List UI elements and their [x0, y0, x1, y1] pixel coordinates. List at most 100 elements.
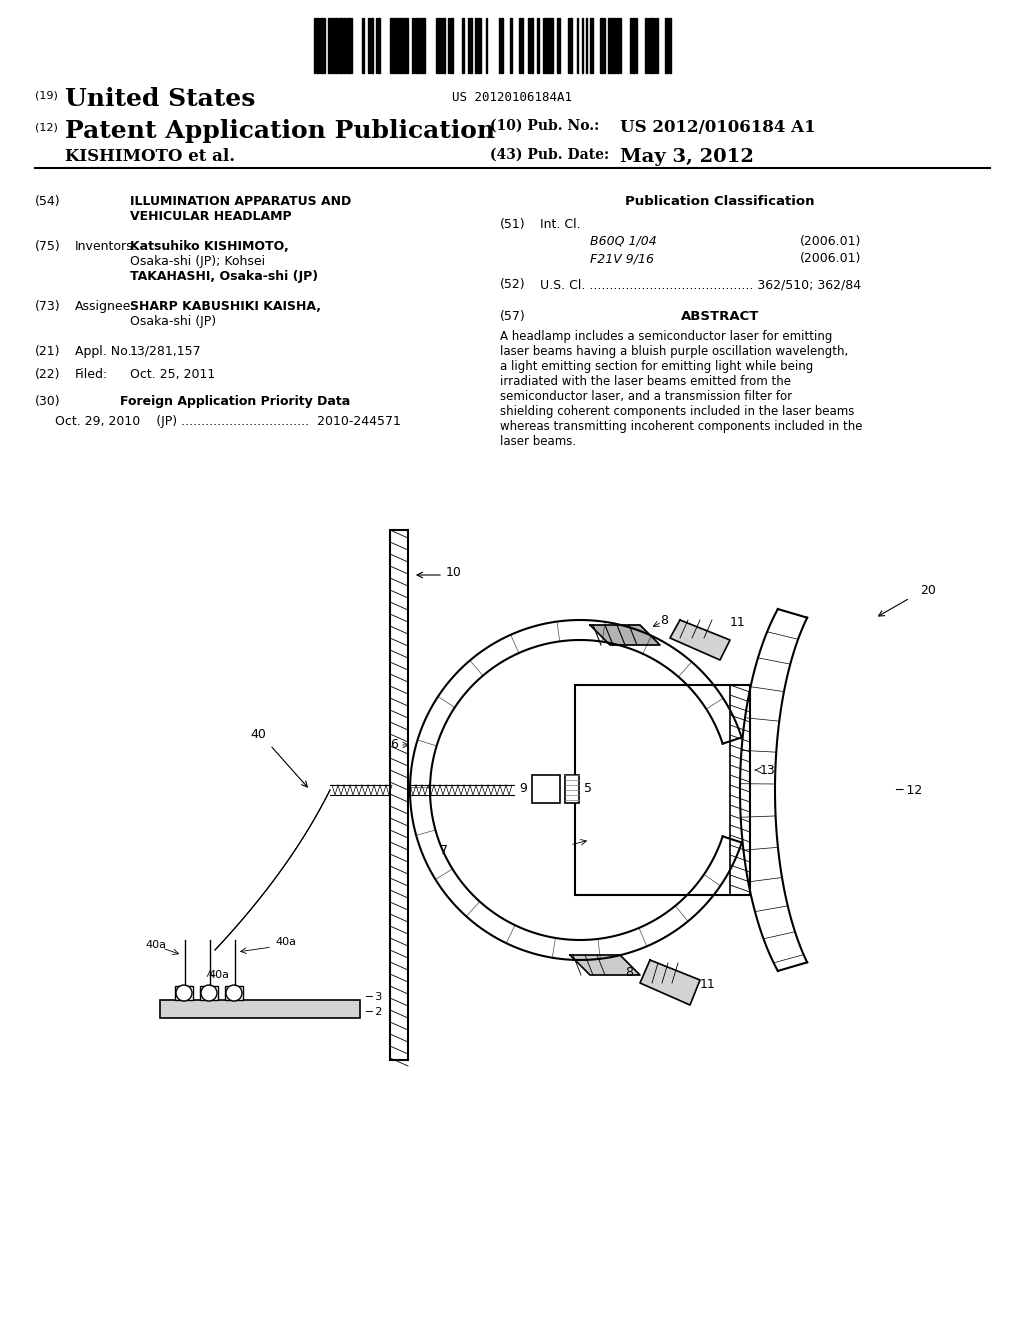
Text: Appl. No.:: Appl. No.:: [75, 345, 136, 358]
Text: US 2012/0106184 A1: US 2012/0106184 A1: [620, 119, 816, 136]
Bar: [478, 18, 481, 73]
Bar: [557, 18, 560, 73]
Text: shielding coherent components included in the laser beams: shielding coherent components included i…: [500, 405, 854, 418]
Text: TAKAHASHI, Osaka-shi (JP): TAKAHASHI, Osaka-shi (JP): [130, 271, 318, 282]
Text: May 3, 2012: May 3, 2012: [620, 148, 754, 166]
Bar: [475, 18, 477, 73]
Text: Foreign Application Priority Data: Foreign Application Priority Data: [120, 395, 350, 408]
Text: A headlamp includes a semiconductor laser for emitting: A headlamp includes a semiconductor lase…: [500, 330, 833, 343]
Circle shape: [226, 985, 242, 1001]
Text: (73): (73): [35, 300, 60, 313]
Text: 9: 9: [519, 783, 527, 796]
Text: (2006.01): (2006.01): [800, 235, 861, 248]
Text: KISHIMOTO et al.: KISHIMOTO et al.: [65, 148, 236, 165]
Text: Oct. 25, 2011: Oct. 25, 2011: [130, 368, 215, 381]
Bar: [442, 18, 445, 73]
Text: (2006.01): (2006.01): [800, 252, 861, 265]
Bar: [537, 18, 539, 73]
Bar: [550, 18, 553, 73]
Bar: [225, 986, 243, 1001]
Circle shape: [201, 985, 217, 1001]
Bar: [398, 18, 401, 73]
Bar: [402, 18, 404, 73]
Bar: [316, 18, 319, 73]
Text: 11: 11: [700, 978, 716, 991]
Bar: [362, 18, 364, 73]
Text: VEHICULAR HEADLAMP: VEHICULAR HEADLAMP: [130, 210, 292, 223]
Text: semiconductor laser, and a transmission filter for: semiconductor laser, and a transmission …: [500, 389, 793, 403]
Text: ─ 2: ─ 2: [365, 1007, 382, 1016]
Text: (57): (57): [500, 310, 525, 323]
Text: 8: 8: [625, 965, 633, 978]
Bar: [415, 18, 418, 73]
Bar: [438, 18, 441, 73]
Polygon shape: [640, 960, 700, 1005]
Bar: [519, 18, 521, 73]
Bar: [570, 18, 572, 73]
Bar: [368, 18, 370, 73]
Bar: [378, 18, 380, 73]
Text: 10: 10: [446, 565, 462, 578]
Bar: [665, 18, 668, 73]
Bar: [319, 18, 323, 73]
Text: 5: 5: [584, 783, 592, 796]
Text: Publication Classification: Publication Classification: [626, 195, 815, 209]
Bar: [632, 18, 635, 73]
Bar: [390, 531, 408, 1060]
Text: Osaka-shi (JP): Osaka-shi (JP): [130, 315, 216, 327]
Text: (21): (21): [35, 345, 60, 358]
Text: United States: United States: [65, 87, 255, 111]
Text: 40: 40: [250, 729, 266, 742]
Text: Filed:: Filed:: [75, 368, 109, 381]
Text: Int. Cl.: Int. Cl.: [540, 218, 581, 231]
Bar: [565, 775, 579, 803]
Text: 40a: 40a: [145, 940, 166, 950]
Bar: [406, 18, 408, 73]
Bar: [328, 18, 331, 73]
Polygon shape: [670, 620, 730, 660]
Bar: [616, 18, 618, 73]
Bar: [600, 18, 603, 73]
Text: 20: 20: [920, 583, 936, 597]
Bar: [335, 18, 338, 73]
Bar: [546, 18, 549, 73]
Bar: [343, 18, 346, 73]
Bar: [390, 18, 393, 73]
Text: 8: 8: [660, 614, 668, 627]
Bar: [543, 18, 545, 73]
Bar: [422, 18, 425, 73]
Text: (52): (52): [500, 279, 525, 290]
Bar: [501, 18, 503, 73]
Bar: [419, 18, 421, 73]
Text: ─ 3: ─ 3: [365, 993, 382, 1002]
Text: (19): (19): [35, 90, 58, 100]
Text: Osaka-shi (JP); Kohsei: Osaka-shi (JP); Kohsei: [130, 255, 265, 268]
Text: U.S. Cl. ......................................... 362/510; 362/84: U.S. Cl. ...............................…: [540, 279, 861, 290]
Text: 13: 13: [760, 763, 776, 776]
Bar: [175, 986, 193, 1001]
Polygon shape: [590, 624, 660, 645]
Text: 40a: 40a: [208, 970, 229, 979]
Bar: [339, 18, 342, 73]
Text: B60Q 1/04: B60Q 1/04: [590, 235, 656, 248]
Text: Katsuhiko KISHIMOTO,: Katsuhiko KISHIMOTO,: [130, 240, 289, 253]
Text: ABSTRACT: ABSTRACT: [681, 310, 759, 323]
Bar: [531, 18, 534, 73]
Text: ─ 12: ─ 12: [895, 784, 923, 796]
Bar: [412, 18, 414, 73]
Bar: [470, 18, 472, 73]
Text: Patent Application Publication: Patent Application Publication: [65, 119, 496, 143]
Text: ILLUMINATION APPARATUS AND: ILLUMINATION APPARATUS AND: [130, 195, 351, 209]
Circle shape: [176, 985, 193, 1001]
Bar: [371, 18, 373, 73]
Bar: [347, 18, 350, 73]
Text: Inventors:: Inventors:: [75, 240, 138, 253]
Bar: [462, 18, 464, 73]
Bar: [608, 18, 611, 73]
Text: 40a: 40a: [275, 937, 296, 946]
Text: US 20120106184A1: US 20120106184A1: [452, 91, 572, 104]
Text: irradiated with the laser beams emitted from the: irradiated with the laser beams emitted …: [500, 375, 791, 388]
Text: laser beams.: laser beams.: [500, 436, 577, 447]
Text: (30): (30): [35, 395, 60, 408]
Bar: [528, 18, 530, 73]
